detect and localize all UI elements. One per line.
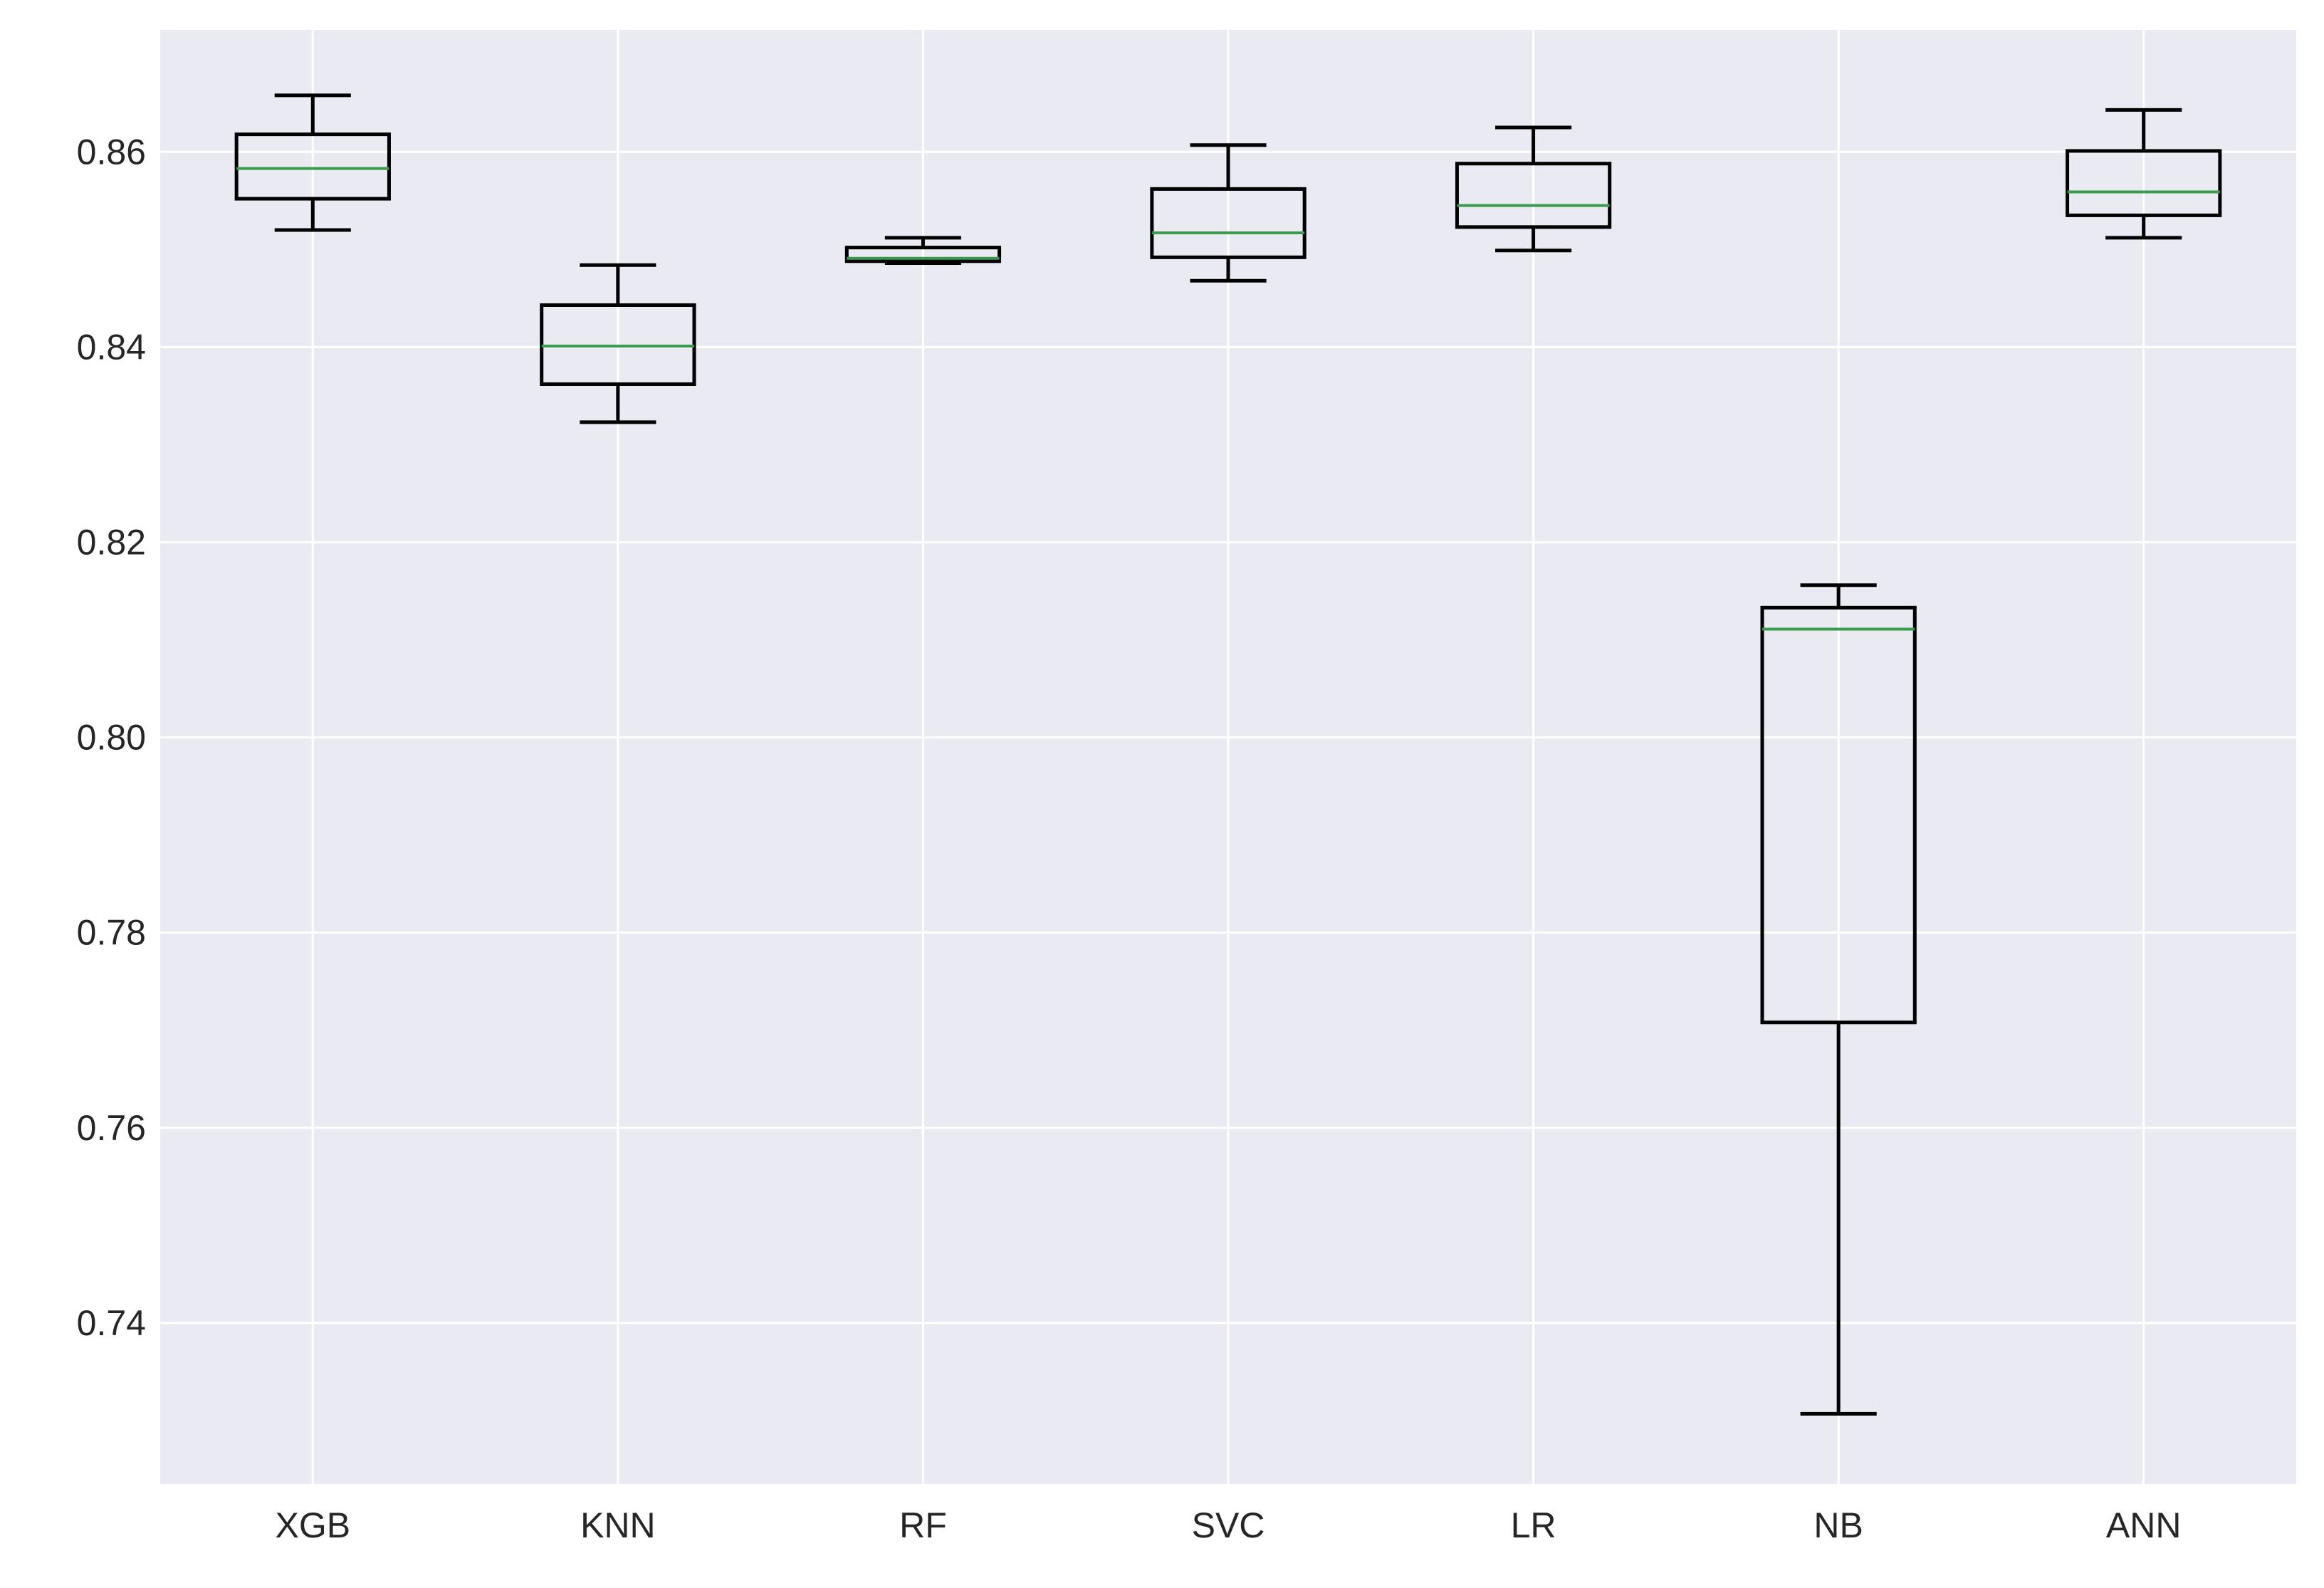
boxes-group (234, 93, 2222, 1416)
box-iqr (1455, 162, 1612, 229)
y-tick-label: 0.86 (77, 132, 146, 172)
box-iqr (540, 303, 696, 386)
x-tick-label: KNN (580, 1505, 656, 1545)
box-iqr (1760, 605, 1917, 1025)
x-tick-label: NB (1813, 1505, 1863, 1545)
x-tick-label: ANN (2106, 1505, 2182, 1545)
y-tick-label: 0.74 (77, 1303, 146, 1343)
x-tick-label: SVC (1192, 1505, 1265, 1545)
box-iqr (1150, 187, 1307, 259)
y-tick-label: 0.80 (77, 718, 146, 758)
y-axis-ticks: 0.74 0.76 0.78 0.80 0.82 0.84 0.86 (77, 132, 146, 1343)
x-tick-label: XGB (275, 1505, 350, 1545)
box-xgb (234, 93, 391, 232)
box-svc (1150, 143, 1307, 283)
y-tick-label: 0.82 (77, 522, 146, 562)
y-tick-label: 0.84 (77, 327, 146, 367)
x-axis-ticks: XGB KNN RF SVC LR NB ANN (275, 1505, 2181, 1545)
box-ann (2066, 108, 2222, 240)
box-rf (844, 236, 1002, 266)
box-iqr (844, 246, 1002, 263)
box-iqr (234, 132, 391, 201)
box-knn (540, 263, 696, 424)
x-tick-label: LR (1511, 1505, 1556, 1545)
x-tick-label: RF (899, 1505, 947, 1545)
y-tick-label: 0.76 (77, 1108, 146, 1148)
box-lr (1455, 125, 1612, 253)
y-tick-label: 0.78 (77, 913, 146, 953)
box-iqr (2066, 149, 2222, 217)
box-nb (1760, 583, 1917, 1416)
